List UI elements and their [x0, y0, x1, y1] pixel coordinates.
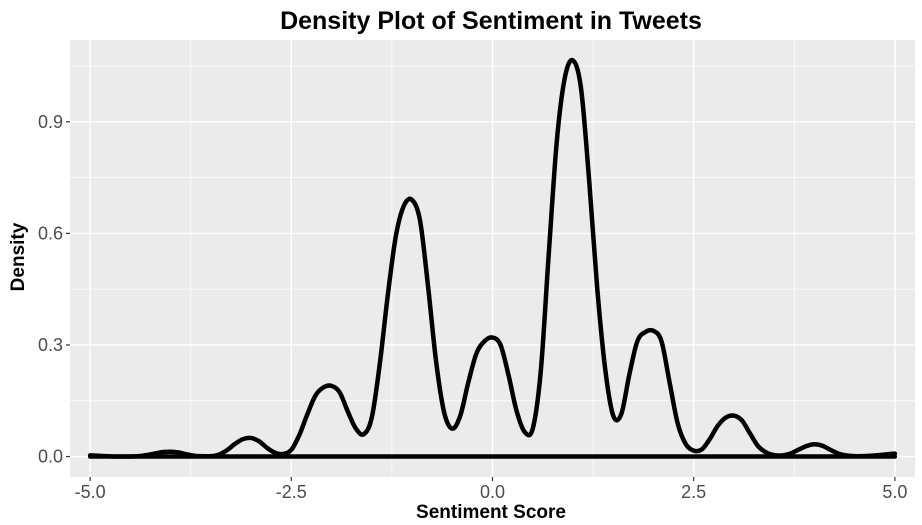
- density-curve: [87, 57, 898, 459]
- y-tick-label: 0.3: [38, 335, 63, 355]
- y-tick-label: 0.0: [38, 447, 63, 467]
- x-axis-title: Sentiment Score: [416, 502, 566, 523]
- x-tick-label: 5.0: [882, 482, 907, 502]
- x-tick-label: -2.5: [276, 482, 307, 502]
- x-tick-label: 2.5: [681, 482, 706, 502]
- axis-ticks: -5.0 -2.5 0.0 2.5 5.0 0.0 0.3 0.6 0.9: [38, 112, 907, 502]
- chart-title: Density Plot of Sentiment in Tweets: [280, 7, 702, 35]
- density-curve-group: [87, 57, 898, 459]
- x-tick-label: 0.0: [480, 482, 505, 502]
- y-axis-title: Density: [8, 222, 29, 291]
- y-tick-label: 0.6: [38, 223, 63, 243]
- x-tick-label: -5.0: [75, 482, 106, 502]
- y-tick-label: 0.9: [38, 112, 63, 132]
